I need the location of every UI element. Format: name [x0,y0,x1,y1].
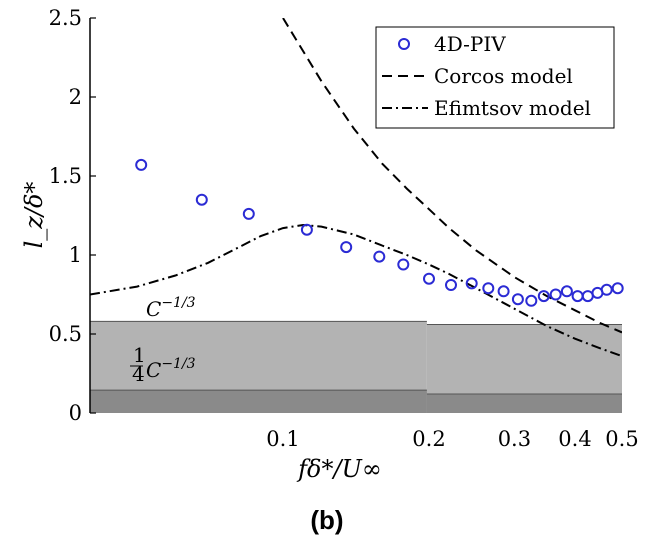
piv-point [340,241,353,254]
x-tick-label: 0.5 [605,427,638,451]
x-tick-label: 0.3 [498,427,531,451]
y-tick-label: 1 [69,243,82,267]
piv-point [242,207,255,220]
piv-point [423,272,435,285]
x-tick-label: 0.1 [266,427,299,451]
upper-band-label: C−1/3 [146,295,196,321]
piv-point [560,285,573,298]
lower-band-frac-num: 1 [133,343,146,367]
legend-label: 4D-PIV [434,32,506,56]
piv-point [397,258,410,271]
piv-point [373,250,386,263]
y-tick-label: 0.5 [49,322,82,346]
piv-point [511,293,524,306]
line-efimtsov-model [90,223,622,358]
piv-point [549,288,562,301]
y-axis-label: l_z/δ* [20,182,48,249]
legend-label: Efimtsov model [434,96,591,120]
piv-points [135,158,624,307]
piv-point [482,282,495,295]
x-tick-label: 0.2 [412,427,445,451]
line-corcos-model [282,18,622,334]
piv-point [135,158,148,171]
piv-point [465,277,478,290]
legend-marker-piv [398,38,410,50]
piv-point [445,279,457,291]
piv-point [600,283,613,296]
model-lines [90,18,622,358]
band-2 [90,390,427,413]
piv-point [581,290,594,303]
x-axis-label: fδ*/U∞ [296,455,382,483]
subfigure-label: (b) [310,505,343,535]
legend-label: Corcos model [434,64,573,88]
legend: 4D-PIV Corcos model Efimtsov model [375,26,615,129]
y-tick-label: 2 [69,85,82,109]
y-tick-label: 2.5 [49,6,82,30]
x-tick-label: 0.4 [558,427,591,451]
piv-point [525,294,538,307]
shaded-bands [90,320,622,413]
piv-point [497,285,510,298]
piv-point [195,193,208,206]
band-annotations: C−1/3 1 4 C−1/3 [130,295,196,386]
piv-point [571,290,584,303]
y-tick-label: 1.5 [49,164,82,188]
piv-point [300,223,313,236]
lower-band-frac-den: 4 [132,362,145,386]
piv-point [611,282,624,295]
lower-band-label: C−1/3 [146,356,196,382]
y-ticks: 0 0.5 1 1.5 2 2.5 [49,6,96,425]
x-ticks: 0.1 0.2 0.3 0.4 0.5 [266,427,638,451]
band-3 [426,394,622,413]
piv-point [537,290,550,303]
legend-box [375,26,615,129]
y-tick-label: 0 [69,401,82,425]
